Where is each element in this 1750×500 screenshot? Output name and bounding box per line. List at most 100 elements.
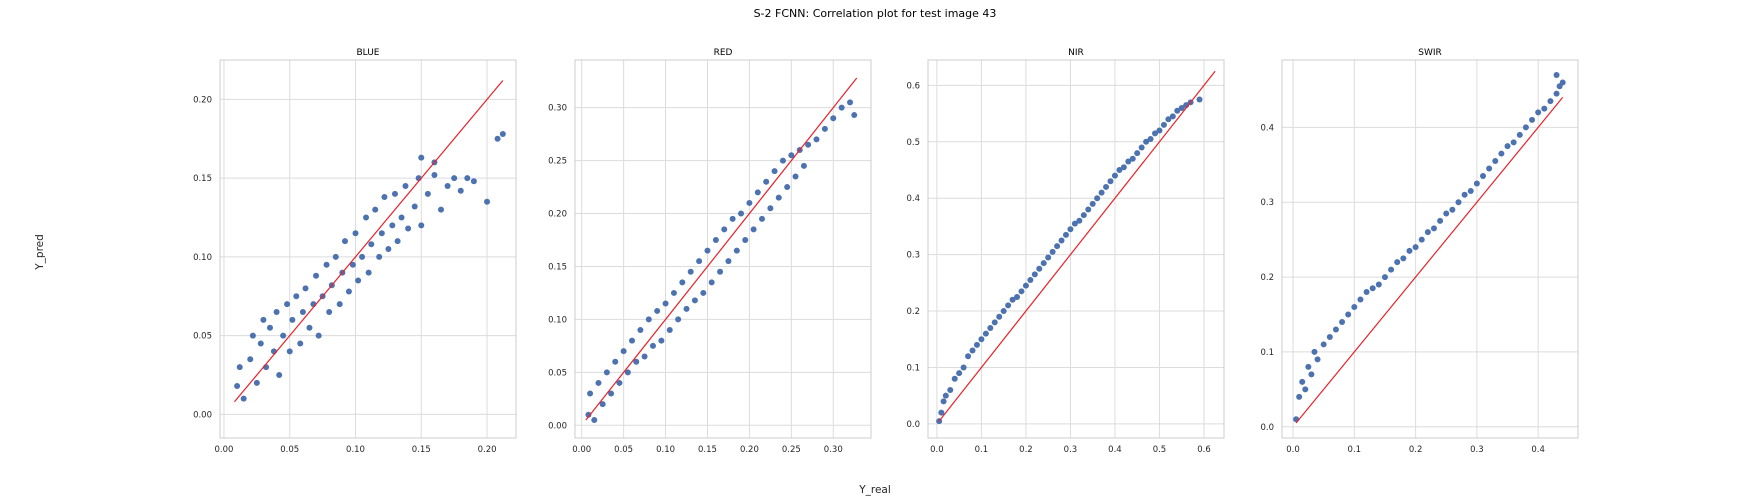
data-point xyxy=(708,279,715,286)
panel-title: NIR xyxy=(1068,48,1084,58)
data-point xyxy=(1054,243,1061,250)
data-point xyxy=(276,372,283,378)
data-point xyxy=(1045,254,1052,261)
data-point xyxy=(691,297,698,304)
x-tick-label: 0.30 xyxy=(824,445,843,455)
data-point xyxy=(273,309,280,315)
data-point xyxy=(700,289,707,296)
y-tick-label: 0.1 xyxy=(906,363,920,373)
data-point xyxy=(499,131,506,138)
data-point xyxy=(1080,212,1087,219)
data-point xyxy=(585,411,592,418)
data-point xyxy=(306,324,313,331)
data-point xyxy=(1138,144,1145,151)
data-point xyxy=(991,319,998,326)
data-point xyxy=(1480,173,1487,180)
data-point xyxy=(960,364,967,371)
data-point xyxy=(800,162,807,169)
data-point xyxy=(1049,248,1056,255)
y-tick-label: 0.00 xyxy=(548,421,567,431)
data-point xyxy=(293,293,300,300)
data-point xyxy=(1071,220,1078,227)
data-point xyxy=(1326,333,1333,340)
x-tick-label: 0.6 xyxy=(1197,445,1211,455)
data-point xyxy=(629,337,636,344)
data-point xyxy=(1455,199,1462,206)
data-point xyxy=(1400,255,1407,262)
data-point xyxy=(1094,195,1101,202)
x-tick-label: 0.10 xyxy=(346,445,365,455)
data-point xyxy=(1363,289,1370,296)
data-point xyxy=(947,387,954,394)
data-point xyxy=(666,327,673,333)
data-point xyxy=(788,152,795,159)
x-tick-label: 0.15 xyxy=(698,445,717,455)
data-point xyxy=(1160,121,1167,128)
data-point xyxy=(1553,90,1560,97)
data-point xyxy=(754,189,761,196)
y-tick-label: 0.00 xyxy=(193,410,212,420)
figure-xlabel: Y_real xyxy=(858,484,891,496)
x-tick-label: 0.10 xyxy=(656,445,675,455)
data-point xyxy=(1165,116,1172,123)
x-tick-label: 0.00 xyxy=(572,445,591,455)
data-point xyxy=(1058,237,1065,244)
data-point xyxy=(1299,378,1306,385)
data-point xyxy=(470,178,477,185)
data-point xyxy=(1559,79,1566,86)
y-tick-label: 0.30 xyxy=(548,104,567,114)
x-tick-label: 0.4 xyxy=(1108,445,1122,455)
data-point xyxy=(1510,139,1517,146)
axes-frame xyxy=(219,59,517,439)
y-tick-label: 0.05 xyxy=(548,368,567,378)
data-point xyxy=(398,214,405,221)
data-point xyxy=(257,340,264,347)
data-point xyxy=(253,379,260,386)
y-tick-label: 0.0 xyxy=(906,420,920,430)
figure-title: S-2 FCNN: Correlation plot for test imag… xyxy=(754,7,997,20)
data-point xyxy=(1067,226,1074,233)
data-point xyxy=(838,104,845,111)
data-point xyxy=(1308,371,1315,378)
data-point xyxy=(591,417,598,423)
data-point xyxy=(376,253,383,260)
data-point xyxy=(687,268,694,275)
y-tick-label: 0.1 xyxy=(1260,348,1274,358)
data-point xyxy=(750,226,757,233)
data-point xyxy=(1111,172,1118,179)
data-point xyxy=(1014,293,1021,300)
data-point xyxy=(236,364,243,371)
panel-title: RED xyxy=(714,48,733,58)
data-point xyxy=(1103,183,1110,190)
x-tick-label: 0.0 xyxy=(930,445,944,455)
data-point xyxy=(249,332,256,339)
data-point xyxy=(372,206,379,213)
y-tick-label: 0.10 xyxy=(193,253,212,263)
data-point xyxy=(1449,206,1456,213)
data-point xyxy=(775,194,782,201)
data-point xyxy=(608,390,615,397)
data-point xyxy=(302,285,309,292)
data-point xyxy=(1107,178,1114,185)
data-point xyxy=(352,230,359,237)
data-point xyxy=(771,168,778,175)
y-tick-label: 0.20 xyxy=(193,95,212,105)
y-tick-label: 0.4 xyxy=(906,194,920,204)
data-point xyxy=(624,369,631,376)
y-tick-label: 0.5 xyxy=(906,138,920,148)
data-point xyxy=(381,194,388,201)
data-point xyxy=(641,353,648,360)
x-tick-label: 0.15 xyxy=(412,445,431,455)
identity-line xyxy=(585,77,858,421)
data-point xyxy=(349,261,356,268)
data-point xyxy=(1547,98,1554,105)
data-point xyxy=(418,154,425,161)
data-point xyxy=(1351,304,1358,311)
data-point xyxy=(444,183,451,189)
data-point xyxy=(951,375,958,382)
data-point xyxy=(1443,210,1450,217)
axes-frame xyxy=(1281,59,1579,439)
data-point xyxy=(368,241,375,248)
data-point xyxy=(313,272,320,279)
data-point xyxy=(996,313,1003,320)
